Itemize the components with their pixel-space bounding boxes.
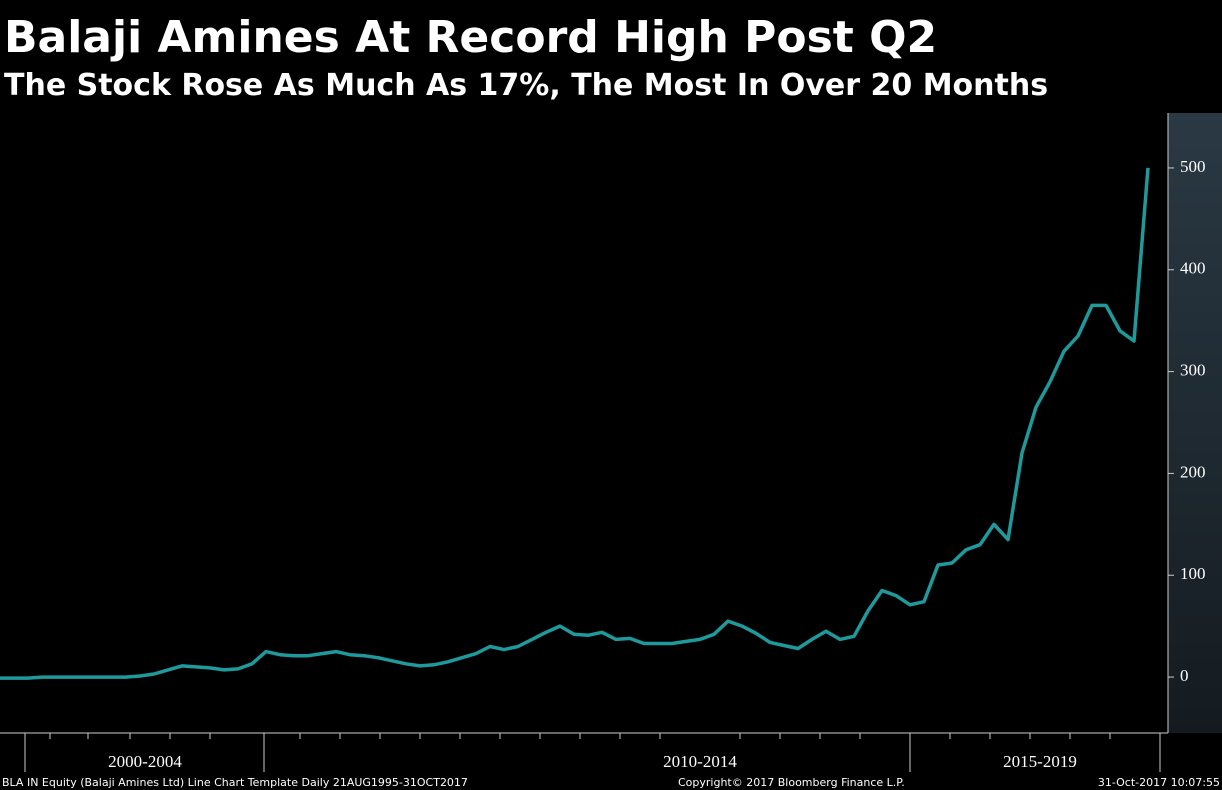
chart-subtitle: The Stock Rose As Much As 17%, The Most … [4,68,1048,103]
x-band-label: 2000-2004 [108,752,182,771]
footer-center: Copyright© 2017 Bloomberg Finance L.P. [678,776,905,789]
footer-left: BLA IN Equity (Balaji Amines Ltd) Line C… [2,776,468,789]
y-tick-label: 100 [1180,564,1206,583]
y-tick-label: 200 [1180,462,1206,481]
y-tick-label: 0 [1180,666,1189,685]
footer-right: 31-Oct-2017 10:07:55 [1098,776,1220,789]
chart-title: Balaji Amines At Record High Post Q2 [4,12,937,63]
y-tick-label: 400 [1180,259,1206,278]
x-band-label: 2015-2019 [1003,752,1077,771]
x-band-label: 2010-2014 [663,752,737,771]
y-axis-panel [1168,113,1222,733]
line-series [0,167,1150,680]
y-tick-label: 500 [1180,157,1206,176]
y-tick-label: 300 [1180,360,1206,379]
